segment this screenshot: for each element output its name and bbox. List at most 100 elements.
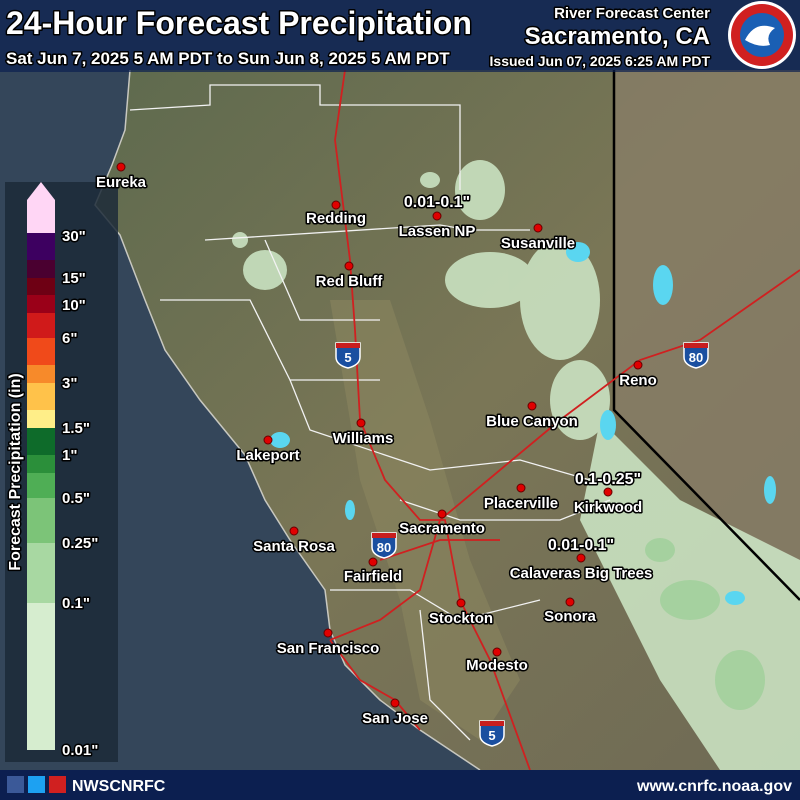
legend-title: Forecast Precipitation (in) bbox=[7, 373, 24, 570]
city-label: Williams bbox=[333, 430, 394, 447]
city-dot bbox=[603, 487, 613, 497]
city-dot bbox=[527, 401, 537, 411]
nws-logo bbox=[728, 1, 796, 69]
city-dot bbox=[456, 598, 466, 608]
shield-number: 80 bbox=[377, 540, 391, 555]
city-dot bbox=[390, 698, 400, 708]
title: 24-Hour Forecast Precipitation bbox=[6, 5, 472, 41]
shield bbox=[479, 720, 505, 747]
shield-top bbox=[480, 721, 504, 726]
city-dot bbox=[116, 162, 126, 172]
legend-label: 10" bbox=[62, 297, 86, 314]
city-label: Sacramento bbox=[399, 520, 485, 537]
precip-medium bbox=[645, 538, 765, 710]
city-dot bbox=[289, 526, 299, 536]
city-dot bbox=[633, 360, 643, 370]
shield bbox=[371, 532, 397, 559]
legend-scale bbox=[27, 182, 55, 750]
footer-band bbox=[0, 770, 800, 800]
office-label: River Forecast Center bbox=[554, 5, 710, 22]
city-dot bbox=[492, 647, 502, 657]
legend-band bbox=[27, 365, 55, 383]
website[interactable]: www.cnrfc.noaa.gov bbox=[636, 778, 792, 795]
legend-band bbox=[27, 383, 55, 410]
city-dot bbox=[368, 557, 378, 567]
city-label: San Francisco bbox=[277, 640, 380, 657]
legend-band bbox=[27, 428, 55, 455]
city-dot bbox=[323, 628, 333, 638]
county-lines bbox=[129, 84, 611, 741]
precip-annotation: 0.1-0.25" bbox=[575, 471, 641, 488]
social-handle[interactable]: NWSCNRFC bbox=[72, 778, 166, 795]
city-label: Kirkwood bbox=[574, 499, 642, 516]
shield bbox=[335, 342, 361, 369]
legend-arrow bbox=[27, 182, 55, 200]
state-line bbox=[612, 70, 800, 601]
shield-number: 5 bbox=[488, 728, 495, 743]
legend-label: 15" bbox=[62, 270, 86, 287]
city-label: Eureka bbox=[96, 174, 147, 191]
legend-band bbox=[27, 313, 55, 338]
city-dot bbox=[263, 435, 273, 445]
annotations: 0.01-0.1" 0.1-0.25" 0.01-0.1" bbox=[402, 193, 642, 556]
legend-band bbox=[27, 260, 55, 278]
legend-band bbox=[27, 473, 55, 498]
shield bbox=[683, 342, 709, 369]
roads bbox=[329, 69, 800, 771]
legend-band bbox=[27, 278, 55, 295]
legend-band bbox=[27, 410, 55, 428]
city-dot bbox=[576, 553, 586, 563]
office-location: Sacramento, CA bbox=[525, 23, 710, 50]
city-label: Red Bluff bbox=[316, 273, 384, 290]
city-label: Placerville bbox=[484, 495, 558, 512]
legend-band bbox=[27, 543, 55, 603]
cities: Eureka Redding Lassen NP Susanville Red Bluf… bbox=[94, 162, 658, 729]
city-label: San Jose bbox=[362, 710, 428, 727]
city-label: Susanville bbox=[501, 235, 575, 252]
legend-label: 0.5" bbox=[62, 490, 90, 507]
city-dot bbox=[432, 211, 442, 221]
legend-band bbox=[27, 455, 55, 473]
subtitle: Sat Jun 7, 2025 5 AM PDT to Sun Jun 8, 2… bbox=[6, 49, 450, 68]
city-dot bbox=[565, 597, 575, 607]
legend-band bbox=[27, 338, 55, 365]
shield-number: 5 bbox=[344, 350, 351, 365]
city-label: Santa Rosa bbox=[253, 538, 335, 555]
precip-annotation: 0.01-0.1" bbox=[548, 537, 614, 554]
shield-top bbox=[684, 343, 708, 348]
city-dot bbox=[437, 509, 447, 519]
youtube-icon[interactable] bbox=[49, 776, 66, 793]
city-label: Modesto bbox=[466, 657, 528, 674]
legend-label: 30" bbox=[62, 228, 86, 245]
shield-top bbox=[336, 343, 360, 348]
legend-label: 1.5" bbox=[62, 420, 90, 437]
highway-shields: 5 80 80 5 bbox=[335, 342, 709, 747]
city-label: Redding bbox=[306, 210, 366, 227]
legend-band bbox=[27, 498, 55, 543]
legend-label: 1" bbox=[62, 447, 77, 464]
city-dot bbox=[533, 223, 543, 233]
city-label: Stockton bbox=[429, 610, 493, 627]
city-dot bbox=[356, 418, 366, 428]
city-dot bbox=[344, 261, 354, 271]
legend-labels: 30" 15" 10" 6" 3" 1.5" 1" 0.5" 0.25" 0.1" 0.01" bbox=[61, 227, 100, 761]
city-label: Blue Canyon bbox=[486, 413, 578, 430]
city-label: Lassen NP bbox=[399, 223, 476, 240]
legend-label: 0.1" bbox=[62, 595, 90, 612]
facebook-icon[interactable] bbox=[7, 776, 24, 793]
legend-panel bbox=[5, 182, 118, 762]
header-band bbox=[0, 0, 800, 72]
lakes bbox=[270, 242, 776, 605]
city-dot bbox=[516, 483, 526, 493]
twitter-icon[interactable] bbox=[28, 776, 45, 793]
legend-label: 6" bbox=[62, 330, 77, 347]
city-label: Fairfield bbox=[344, 568, 402, 585]
precip-annotation: 0.01-0.1" bbox=[404, 194, 470, 211]
legend-label: 3" bbox=[62, 375, 77, 392]
legend-label: 0.25" bbox=[62, 535, 98, 552]
issued: Issued Jun 07, 2025 6:25 AM PDT bbox=[490, 53, 711, 69]
shield-top bbox=[372, 533, 396, 538]
city-label: Lakeport bbox=[236, 447, 299, 464]
shield-number: 80 bbox=[689, 350, 703, 365]
